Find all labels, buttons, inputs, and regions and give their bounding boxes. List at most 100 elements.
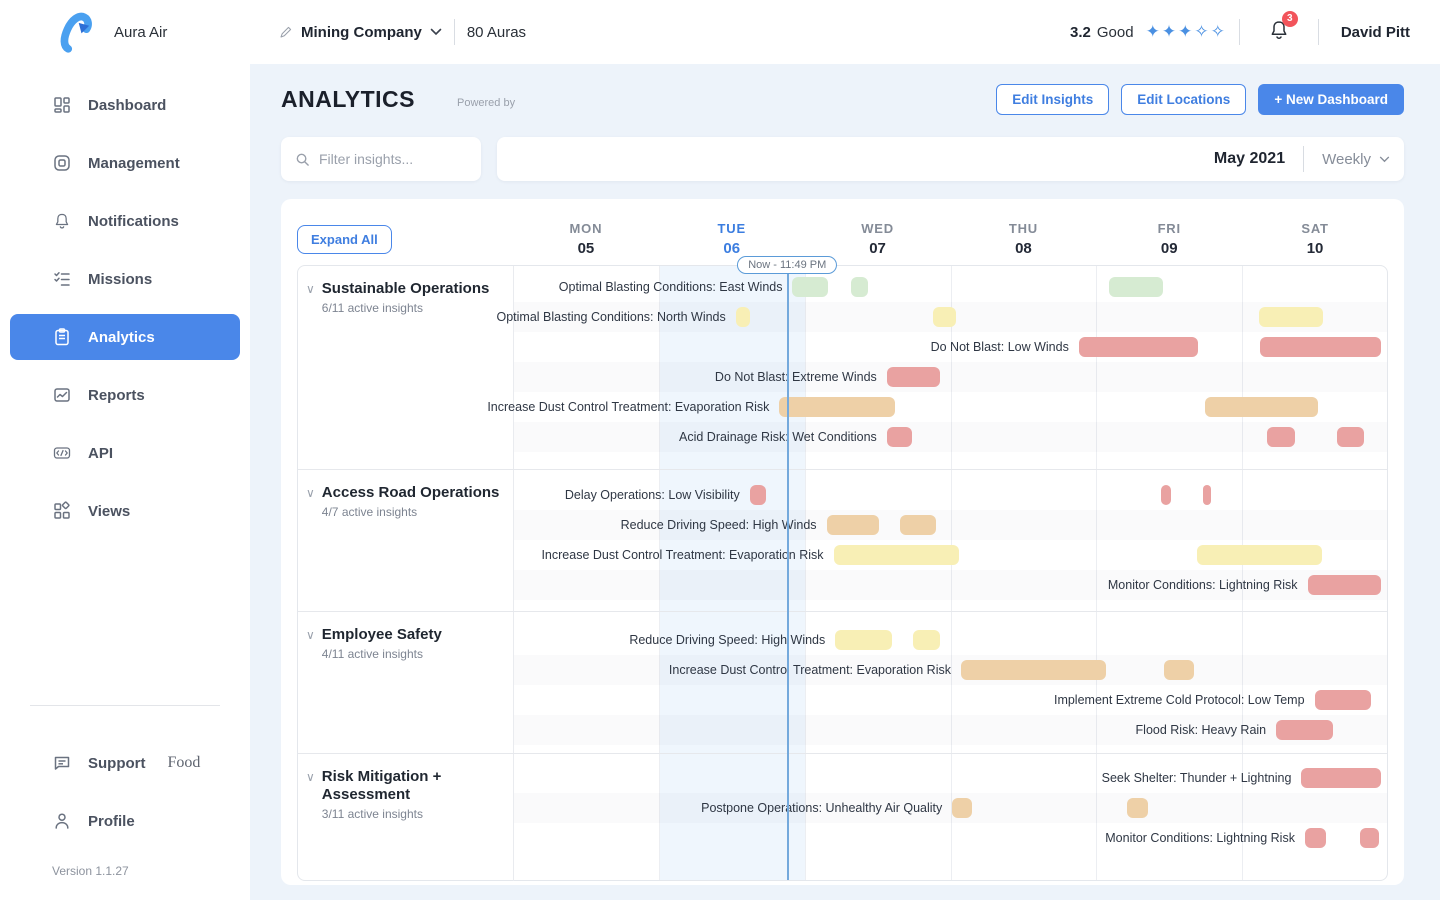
day-header-tue[interactable]: TUE 06 bbox=[659, 221, 805, 257]
day-name: SAT bbox=[1301, 221, 1329, 236]
insight-bar-tan[interactable] bbox=[952, 798, 973, 818]
insight-label: Monitor Conditions: Lightning Risk bbox=[1105, 831, 1295, 845]
insight-bar-red[interactable] bbox=[1307, 575, 1381, 595]
company-switcher[interactable]: Mining Company bbox=[278, 24, 442, 41]
insight-bar-red[interactable] bbox=[1304, 828, 1326, 848]
insight-bar-red[interactable] bbox=[749, 485, 767, 505]
insight-label: Postpone Operations: Unhealthy Air Quali… bbox=[701, 801, 943, 815]
gantt-background bbox=[514, 266, 1387, 880]
insight-bar-yellow[interactable] bbox=[735, 307, 750, 327]
insight-bar-red[interactable] bbox=[1267, 427, 1296, 447]
day-header-mon[interactable]: MON 05 bbox=[513, 221, 659, 257]
group-title: Employee Safety bbox=[321, 626, 442, 643]
brand: Aura Air bbox=[0, 11, 250, 53]
sidebar-item-dashboard[interactable]: Dashboard bbox=[10, 82, 240, 128]
sidebar-item-api[interactable]: API bbox=[10, 430, 240, 476]
sidebar-item-views[interactable]: Views bbox=[10, 488, 240, 534]
insight-bar-yellow[interactable] bbox=[833, 545, 960, 565]
group-active-insights: 3/11 active insights bbox=[321, 807, 423, 821]
insight-bar-yellow[interactable] bbox=[1196, 545, 1323, 565]
insight-bar-tan[interactable] bbox=[1204, 397, 1319, 417]
notification-badge: 3 bbox=[1281, 10, 1298, 27]
sidebar-item-notifications[interactable]: Notifications bbox=[10, 198, 240, 244]
filter-insights-input[interactable] bbox=[319, 151, 459, 167]
chevron-down-icon[interactable]: ∨ bbox=[306, 770, 315, 784]
edit-locations-button[interactable]: Edit Locations bbox=[1121, 84, 1247, 115]
insight-row: Monitor Conditions: Lightning Risk bbox=[514, 570, 1387, 600]
sidebar-item-support[interactable]: Support Food bbox=[10, 740, 240, 786]
insight-bar-red[interactable] bbox=[1202, 485, 1211, 505]
insight-bar-tan[interactable] bbox=[779, 397, 896, 417]
insight-bar-green[interactable] bbox=[850, 277, 868, 297]
insight-bar-tan[interactable] bbox=[826, 515, 879, 535]
group-title: Access Road Operations bbox=[321, 484, 500, 501]
new-dashboard-button[interactable]: + New Dashboard bbox=[1258, 84, 1404, 115]
group-header[interactable]: ∨ Employee Safety 4/11 active insights bbox=[298, 612, 514, 753]
insight-bar-tan[interactable] bbox=[1164, 660, 1195, 680]
sidebar-item-management[interactable]: Management bbox=[10, 140, 240, 186]
insight-bar-red[interactable] bbox=[1314, 690, 1372, 710]
insight-bar-yellow[interactable] bbox=[835, 630, 892, 650]
insight-bar-yellow[interactable] bbox=[912, 630, 941, 650]
insight-label: Reduce Driving Speed: High Winds bbox=[629, 633, 826, 647]
insight-bar-red[interactable] bbox=[1276, 720, 1333, 740]
group-header[interactable]: ∨ Access Road Operations 4/7 active insigh… bbox=[298, 470, 514, 611]
group-active-insights: 4/11 active insights bbox=[321, 647, 423, 661]
insight-label: Reduce Driving Speed: High Winds bbox=[620, 518, 817, 532]
missions-icon bbox=[54, 272, 70, 286]
app-name: Aura Air bbox=[114, 23, 168, 41]
rating-label: Good bbox=[1096, 23, 1134, 41]
search-icon bbox=[296, 153, 309, 166]
sidebar-item-label: Notifications bbox=[88, 212, 179, 230]
sidebar-item-missions[interactable]: Missions bbox=[10, 256, 240, 302]
day-header-fri[interactable]: FRI 09 bbox=[1096, 221, 1242, 257]
insight-label: Do Not Blast: Extreme Winds bbox=[714, 370, 877, 384]
insight-bar-yellow[interactable] bbox=[1258, 307, 1324, 327]
insight-bar-tan[interactable] bbox=[960, 660, 1106, 680]
insight-label: Seek Shelter: Thunder + Lightning bbox=[1101, 771, 1292, 785]
insight-bar-red[interactable] bbox=[1078, 337, 1198, 357]
group-header[interactable]: ∨ Sustainable Operations 6/11 active insig… bbox=[298, 266, 514, 469]
day-header-wed[interactable]: WED 07 bbox=[805, 221, 951, 257]
day-header-sat[interactable]: SAT 10 bbox=[1242, 221, 1388, 257]
insight-bar-green[interactable] bbox=[792, 277, 829, 297]
sidebar-item-analytics[interactable]: Analytics bbox=[10, 314, 240, 360]
day-header-thu[interactable]: THU 08 bbox=[950, 221, 1096, 257]
day-number: 09 bbox=[1160, 240, 1178, 257]
pencil-icon bbox=[280, 26, 292, 38]
insight-bar-red[interactable] bbox=[886, 367, 941, 387]
management-icon bbox=[54, 155, 70, 171]
user-menu[interactable]: David Pitt bbox=[1340, 23, 1410, 41]
sidebar-item-reports[interactable]: Reports bbox=[10, 372, 240, 418]
sidebar-item-profile[interactable]: Profile bbox=[10, 798, 240, 844]
chevron-down-icon[interactable]: ∨ bbox=[306, 282, 315, 296]
insight-label: Increase Dust Control Treatment: Evapora… bbox=[487, 400, 770, 414]
chevron-down-icon[interactable]: ∨ bbox=[306, 628, 315, 642]
group-header[interactable]: ∨ Risk Mitigation + Assessment 3/11 active… bbox=[298, 754, 514, 881]
insight-bar-tan[interactable] bbox=[1126, 798, 1148, 818]
insight-label: Optimal Blasting Conditions: East Winds bbox=[558, 280, 783, 294]
insight-group: ∨ Sustainable Operations 6/11 active insig… bbox=[298, 266, 1387, 469]
divider bbox=[1238, 19, 1240, 45]
version-label: Version 1.1.27 bbox=[52, 864, 129, 878]
insight-bar-tan[interactable] bbox=[899, 515, 936, 535]
insight-row: Postpone Operations: Unhealthy Air Quali… bbox=[514, 793, 1387, 823]
insight-bar-red[interactable] bbox=[886, 427, 913, 447]
period-select[interactable]: Weekly bbox=[1322, 151, 1390, 168]
insight-bar-red[interactable] bbox=[1359, 828, 1380, 848]
company-name: Mining Company bbox=[301, 23, 422, 41]
chevron-down-icon[interactable]: ∨ bbox=[306, 486, 315, 500]
insight-bar-green[interactable] bbox=[1108, 277, 1164, 297]
gantt-panel: ∨ Sustainable Operations 6/11 active insig… bbox=[297, 256, 1388, 881]
auras-count: 80 Auras bbox=[466, 23, 527, 41]
sidebar-divider bbox=[30, 705, 220, 706]
edit-insights-button[interactable]: Edit Insights bbox=[996, 84, 1110, 115]
insight-bar-yellow[interactable] bbox=[933, 307, 956, 327]
insight-bar-red[interactable] bbox=[1259, 337, 1381, 357]
insight-bar-red[interactable] bbox=[1337, 427, 1365, 447]
aura-air-logo bbox=[60, 12, 92, 53]
insight-bar-red[interactable] bbox=[1301, 768, 1381, 788]
notifications-button[interactable]: 3 bbox=[1268, 10, 1298, 47]
expand-all-button[interactable]: Expand All bbox=[297, 224, 392, 254]
insight-bar-red[interactable] bbox=[1160, 485, 1172, 505]
